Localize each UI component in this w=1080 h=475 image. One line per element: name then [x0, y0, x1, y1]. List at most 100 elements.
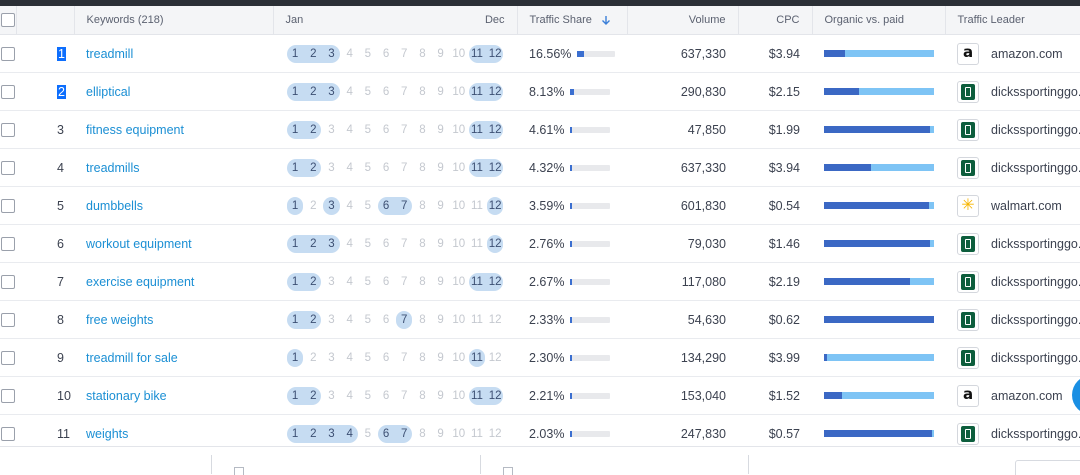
month-2: 2 [310, 313, 317, 326]
table-row[interactable]: 1 treadmill 1 2 3 4 5 6 7 8 9 10 11 12 16.56% 637,3… [0, 34, 1080, 73]
dicks-logo-icon [957, 308, 979, 331]
table-row[interactable]: 8 free weights 1 2 3 4 5 6 7 8 9 10 11 12 2.33% 54,… [0, 300, 1080, 339]
chat-fab-button[interactable] [1072, 375, 1080, 415]
keyword-link[interactable]: exercise equipment [86, 274, 195, 289]
keywords-header[interactable]: Keywords (218) [74, 6, 274, 35]
keyword-link[interactable]: fitness equipment [86, 122, 184, 137]
month-1: 1 [291, 47, 299, 60]
month-5: 5 [364, 313, 372, 326]
table-row[interactable]: 6 workout equipment 1 2 3 4 5 6 7 8 9 10 11 12 2.76… [0, 224, 1080, 263]
organic-fill [824, 164, 871, 171]
month-5: 5 [364, 427, 372, 440]
month-2: 2 [310, 389, 317, 402]
traffic-leader-domain[interactable]: dickssportinggo... [991, 236, 1080, 251]
keyword-link[interactable]: weights [86, 426, 129, 441]
organic-fill [824, 354, 827, 361]
month-pill [469, 348, 486, 367]
traffic-leader-domain[interactable]: walmart.com [991, 198, 1062, 213]
month-11: 11 [470, 313, 483, 326]
traffic-leader-domain[interactable]: amazon.com [991, 388, 1063, 403]
volume-value: 54,630 [627, 300, 738, 339]
organic-fill [824, 88, 859, 95]
table-row[interactable]: 4 treadmills 1 2 3 4 5 6 7 8 9 10 11 12 4.32% 637,3… [0, 148, 1080, 187]
month-7: 7 [401, 427, 408, 440]
traffic-leader-domain[interactable]: dickssportinggo... [991, 160, 1080, 175]
organic-paid-bar [824, 202, 934, 209]
months-trend: 1 2 3 4 5 6 7 8 9 10 11 12 [286, 310, 504, 329]
table-row[interactable]: 9 treadmill for sale 1 2 3 4 5 6 7 8 9 10 11 12 2.3… [0, 338, 1080, 377]
row-checkbox[interactable] [1, 236, 15, 251]
traffic-leader-domain[interactable]: dickssportinggo... [991, 312, 1080, 327]
month-4: 4 [346, 427, 353, 440]
month-11: 11 [470, 199, 483, 212]
month-2: 2 [310, 427, 317, 440]
month-10: 10 [452, 427, 466, 440]
rank-number: 9 [57, 350, 64, 365]
keyword-link[interactable]: dumbbells [86, 198, 143, 213]
month-12: 12 [488, 47, 502, 60]
table-row[interactable]: 3 fitness equipment 1 2 3 4 5 6 7 8 9 10 11 12 4.61… [0, 110, 1080, 149]
row-checkbox[interactable] [1, 312, 15, 327]
row-checkbox[interactable] [1, 350, 15, 365]
month-10: 10 [452, 389, 466, 402]
traffic-share-value: 2.21% [529, 388, 565, 403]
table-row[interactable]: 5 dumbbells 1 2 3 4 5 6 7 8 9 10 11 12 3.59% 601,83… [0, 186, 1080, 225]
volume-value: 290,830 [627, 72, 738, 111]
table-row[interactable]: 2 elliptical 1 2 3 4 5 6 7 8 9 10 11 12 8.13% 290,8… [0, 72, 1080, 111]
bottom-panel [0, 446, 1080, 475]
traffic-share-label: Traffic Share [529, 14, 592, 26]
keyword-link[interactable]: treadmill [86, 46, 134, 61]
rank-number: 4 [57, 160, 64, 175]
row-checkbox[interactable] [1, 426, 15, 441]
month-2: 2 [310, 161, 317, 174]
table-row[interactable]: 10 stationary bike 1 2 3 4 5 6 7 8 9 10 11 12 2.21%… [0, 376, 1080, 415]
row-checkbox[interactable] [1, 274, 15, 289]
keyword-link[interactable]: treadmills [86, 160, 140, 175]
rank-number: 5 [57, 198, 64, 213]
top-window-bar [0, 0, 1080, 6]
month-12: 12 [488, 351, 502, 364]
row-checkbox[interactable] [1, 160, 15, 175]
month-9: 9 [437, 47, 444, 60]
keyword-link[interactable]: elliptical [86, 84, 131, 99]
month-4: 4 [346, 199, 353, 212]
keyword-link[interactable]: treadmill for sale [86, 350, 178, 365]
month-11: 11 [470, 389, 483, 402]
select-all-checkbox[interactable] [1, 13, 15, 27]
traffic-share-fill [570, 164, 573, 171]
keyword-link[interactable]: free weights [86, 312, 154, 327]
document-icon [234, 467, 244, 475]
month-4: 4 [346, 123, 353, 136]
traffic-leader-domain[interactable]: dickssportinggo... [991, 274, 1080, 289]
table-row[interactable]: 7 exercise equipment 1 2 3 4 5 6 7 8 9 10 11 12 2.6… [0, 262, 1080, 301]
traffic-leader-domain[interactable]: dickssportinggo... [991, 426, 1080, 441]
row-checkbox[interactable] [1, 122, 15, 137]
organic-paid-bar [824, 88, 934, 95]
traffic-leader-domain[interactable]: dickssportinggo... [991, 122, 1080, 137]
month-pill [487, 196, 504, 215]
row-checkbox[interactable] [1, 84, 15, 99]
organic-paid-bar [824, 164, 934, 171]
traffic-share-bar [570, 316, 611, 323]
traffic-leader-domain[interactable]: amazon.com [991, 46, 1063, 61]
keyword-link[interactable]: stationary bike [86, 388, 167, 403]
bottom-dropdown[interactable] [1015, 460, 1080, 475]
keyword-link[interactable]: workout equipment [86, 236, 192, 251]
cpc-header[interactable]: CPC [738, 6, 813, 35]
traffic-leader-domain[interactable]: dickssportinggo... [991, 84, 1080, 99]
traffic-leader-domain[interactable]: dickssportinggo... [991, 350, 1080, 365]
row-checkbox[interactable] [1, 46, 15, 61]
months-trend: 1 2 3 4 5 6 7 8 9 10 11 12 [286, 386, 504, 405]
month-10: 10 [452, 351, 466, 364]
traffic-share-header[interactable]: Traffic Share [517, 6, 628, 35]
row-checkbox[interactable] [1, 198, 15, 213]
month-1: 1 [291, 351, 299, 364]
month-2: 2 [310, 237, 317, 250]
month-pill [469, 120, 504, 139]
volume-header[interactable]: Volume [627, 6, 739, 35]
row-checkbox[interactable] [1, 388, 15, 403]
month-10: 10 [452, 199, 466, 212]
sort-down-arrow-icon [601, 15, 610, 25]
month-pill [287, 310, 322, 329]
month-5: 5 [364, 389, 372, 402]
